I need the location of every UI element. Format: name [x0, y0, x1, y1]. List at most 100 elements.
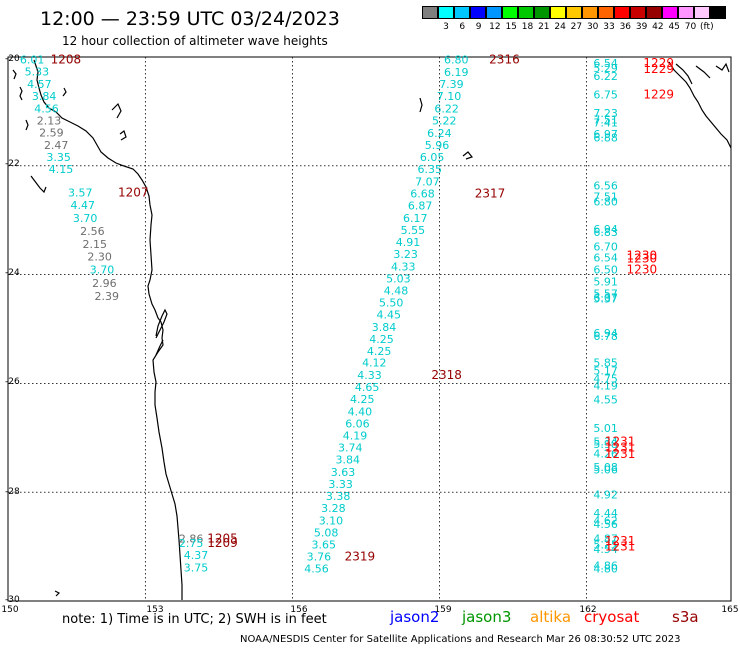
new-caledonia-coast — [695, 65, 711, 79]
satellite-legend-s3a: s3a — [672, 608, 699, 626]
wave-height-value: 6.22 — [593, 70, 618, 83]
island-coast — [119, 130, 127, 141]
track-t2316: 6.806.197.397.106.225.226.245.966.056.35… — [415, 53, 520, 189]
track-time-label: 1207 — [118, 185, 149, 199]
wave-height-value: 3.57 — [68, 186, 93, 199]
wave-height-value: 4.33 — [391, 260, 416, 273]
lat-tick-label: -26 — [5, 377, 20, 387]
island-coast — [12, 69, 17, 80]
lat-tick-label: -24 — [5, 268, 20, 278]
lon-tick-label: 162 — [579, 605, 596, 615]
colorbar-swatch — [598, 6, 614, 19]
wave-height-value: 6.05 — [420, 151, 445, 164]
colorbar-label: 9 — [475, 22, 482, 32]
lat-tick-label: -30 — [5, 595, 20, 605]
wave-height-value: 5.37 — [593, 293, 618, 306]
lon-tick-label: 150 — [1, 605, 18, 615]
wave-height-value: 4.87 — [593, 532, 618, 545]
track-t1231: 6.946.78 5.855.174.754.194.55 5.015.345.98… — [593, 327, 635, 576]
wave-height-value: 2.59 — [39, 127, 64, 140]
wave-height-value: 3.28 — [321, 502, 346, 515]
wave-height-value: 6.50 — [593, 264, 618, 277]
wave-height-value: 3.33 — [328, 478, 353, 491]
legend-note: note: 1) Time is in UTC; 2) SWH is in fe… — [62, 612, 327, 627]
lat-tick-label: -20 — [5, 54, 20, 64]
lon-tick-label: 165 — [721, 605, 738, 615]
colorbar-label: 12 — [489, 22, 501, 32]
wave-height-value: 6.68 — [410, 188, 435, 201]
wave-height-value: 3.76 — [307, 550, 332, 563]
wave-height-value: 5.96 — [425, 139, 450, 152]
wave-height-value: 4.25 — [369, 333, 394, 346]
track-time-label: 1230 — [627, 249, 658, 263]
colorbar-swatch — [422, 6, 438, 19]
wave-height-value: 2.56 — [80, 225, 105, 238]
wave-height-value: 4.45 — [377, 308, 402, 321]
island-coast — [462, 151, 474, 160]
track-t2317: 6.686.876.175.554.913.234.335.034.485.50… — [362, 187, 505, 370]
wave-height-value: 6.01 — [20, 54, 45, 67]
island-coast — [155, 339, 164, 356]
wave-height-value: 3.63 — [331, 466, 356, 479]
wave-height-value: 3.10 — [319, 514, 344, 527]
wave-height-value: 6.97 — [593, 128, 618, 141]
colorbar-swatch — [534, 6, 550, 19]
lon-tick-label: 159 — [434, 605, 451, 615]
wave-height-value: 2.86 — [179, 532, 204, 545]
wave-height-value: 4.19 — [593, 380, 618, 393]
wave-height-value: 2.47 — [44, 139, 69, 152]
island-coast — [19, 86, 23, 101]
colorbar-swatch — [518, 6, 534, 19]
wave-height-value: 4.65 — [355, 381, 380, 394]
wave-height-value: 4.25 — [350, 393, 375, 406]
wave-height-value: 2.39 — [95, 290, 120, 303]
colorbar-swatch — [614, 6, 630, 19]
wave-height-value: 6.75 — [593, 89, 618, 102]
wave-height-value: 7.10 — [437, 90, 462, 103]
wave-height-value: 2.30 — [87, 251, 112, 264]
wave-height-value: 2.96 — [92, 277, 117, 290]
colorbar-label: 27 — [570, 22, 583, 32]
wave-height-value: 4.15 — [49, 163, 74, 176]
colorbar-swatch — [566, 6, 582, 19]
island-coast — [62, 87, 67, 97]
satellite-legend-cryosat: cryosat — [584, 608, 640, 626]
altimeter-tracks: 6.015.334.573.844.562.132.592.473.354.15… — [20, 53, 674, 576]
track-time-label: 2316 — [489, 53, 520, 67]
lat-tick-label: -28 — [5, 487, 20, 497]
wave-height-value: 5.22 — [432, 115, 457, 128]
wave-height-value: 6.78 — [593, 330, 618, 343]
wave-height-value: 4.57 — [27, 78, 52, 91]
map-grid — [8, 57, 730, 599]
island-coast — [155, 308, 168, 339]
wave-height-value: 5.98 — [593, 438, 618, 451]
new-caledonia-coast — [668, 61, 732, 149]
wave-height-value: 7.41 — [593, 116, 618, 129]
colorbar — [422, 6, 726, 19]
colorbar-swatch — [470, 6, 486, 19]
colorbar-label: 30 — [586, 22, 599, 32]
wave-height-value: 6.70 — [593, 240, 618, 253]
track-time-label: 1231 — [605, 540, 636, 554]
new-caledonia-coast — [675, 63, 693, 85]
colorbar-swatch — [486, 6, 502, 19]
track-t1229b: 1229 — [643, 62, 674, 76]
colorbar-label: 6 — [459, 22, 466, 32]
wave-height-value: 6.07 — [593, 291, 618, 304]
new-caledonia-coast — [715, 62, 730, 73]
track-time-label: 1205 — [207, 531, 238, 545]
track-time-label: 1229 — [643, 62, 674, 76]
wave-height-value: 6.35 — [418, 163, 443, 176]
lon-tick-label: 156 — [290, 605, 307, 615]
colorbar-label: 21 — [538, 22, 550, 32]
wave-height-value: 5.08 — [593, 461, 618, 474]
wave-height-value: 3.84 — [336, 454, 361, 467]
wave-height-value: 3.65 — [311, 538, 336, 551]
colorbar-label: 39 — [635, 22, 648, 32]
track-t1205: 2.86 1205 — [179, 531, 238, 545]
wave-height-value: 5.25 — [593, 538, 618, 551]
track-t1231c: 1231 — [605, 447, 636, 461]
track-time-label: 1230 — [627, 263, 658, 277]
wave-height-value: 4.56 — [304, 562, 329, 575]
colorbar-swatch — [454, 6, 470, 19]
